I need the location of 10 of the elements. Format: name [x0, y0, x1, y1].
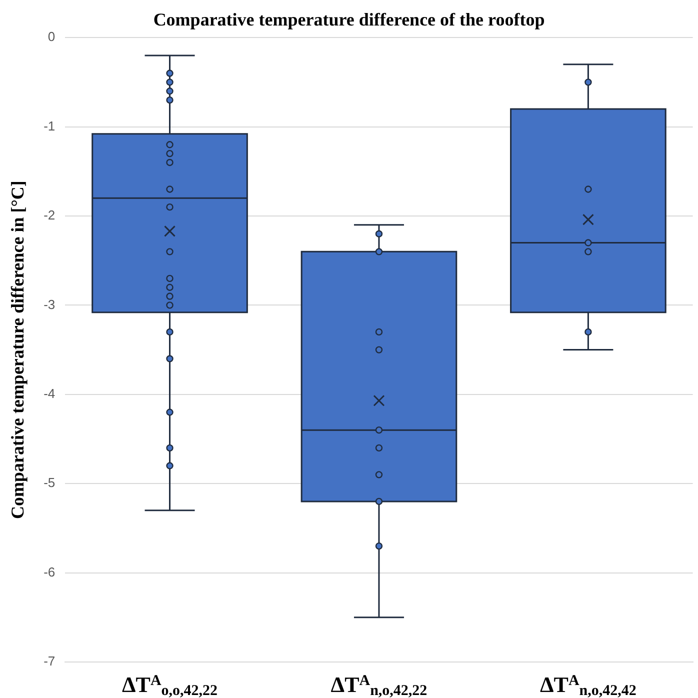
y-tick-label: -2	[44, 208, 56, 223]
y-axis-title: Comparative temperature difference in [°C]	[7, 180, 28, 520]
y-tick-label: -4	[44, 386, 56, 401]
y-tick-label: -7	[44, 654, 56, 669]
y-tick-label: 0	[48, 29, 56, 44]
y-tick-label: -6	[44, 564, 56, 580]
y-tick-label: -3	[44, 296, 56, 312]
y-tick-label: -1	[44, 118, 56, 134]
chart-title: Comparative temperature difference of the rooftop	[153, 9, 545, 30]
y-tick-label: -5	[44, 475, 56, 490]
